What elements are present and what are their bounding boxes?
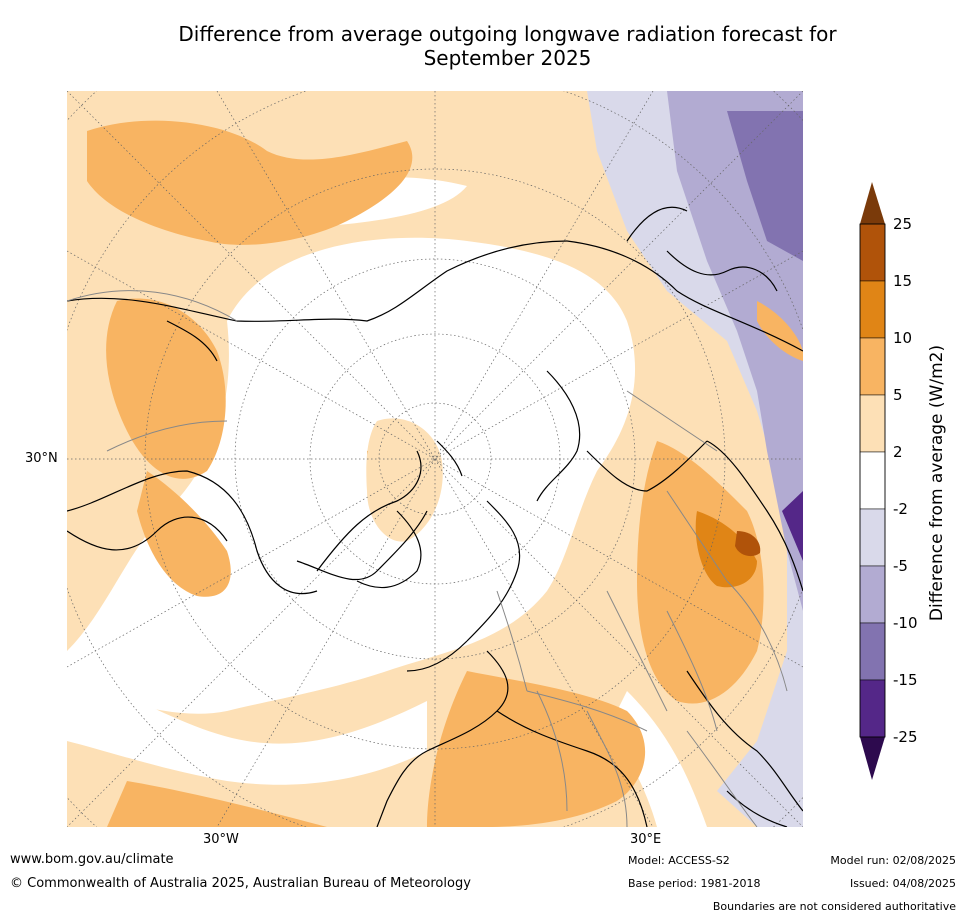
footer-base-period: Base period: 1981-2018 [628,877,761,890]
colorbar-swatch-10-15 [859,280,886,339]
colorbar-swatch-m15-m25 [859,679,886,738]
graticule [67,91,803,827]
colorbar-outline [859,223,886,738]
polar-map [67,91,803,827]
warm-region-atlantic-south [107,781,327,827]
map-canvas [67,91,803,827]
colorbar-tick-5: 5 [893,386,903,404]
lon-label-30w: 30°W [203,832,239,847]
greenland-patch [366,418,443,542]
footer-issued: Issued: 04/08/2025 [849,877,956,890]
colorbar-tick-10: 10 [893,329,913,347]
colorbar-tick-m25: -25 [893,728,918,746]
colorbar [859,182,886,780]
footer-disclaimer: Boundaries are not considered authoritat… [712,900,956,913]
colorbar-arrow-bottom [860,737,885,780]
colorbar-tick-15: 15 [893,272,913,290]
colorbar-tick-25: 25 [893,215,913,233]
colorbar-title: Difference from average (W/m2) [927,344,947,622]
colorbar-tick-m2: -2 [893,500,908,518]
colorbar-tick-m15: -15 [893,671,918,689]
coastlines [67,206,803,827]
lat-label-30n: 30°N [25,451,58,466]
colorbar-swatch-m5-m10 [859,565,886,624]
title-line-1: Difference from average outgoing longwav… [178,22,837,46]
colorbar-swatch-neutral [859,451,886,510]
warm-region-east [757,301,803,361]
footer-copyright: © Commonwealth of Australia 2025, Austra… [10,876,471,891]
warm-region-siberia [637,441,764,704]
footer-model-run: Model run: 02/08/2025 [830,854,956,867]
warm-region-north-america [106,298,226,479]
country-borders [67,290,788,827]
warm-region-pacific-north [87,120,413,245]
hotspot-central-asia [735,531,761,557]
footer-model: Model: ACCESS-S2 [628,854,730,867]
colorbar-swatch-15-25 [859,223,886,282]
lon-label-30e: 30°E [630,832,662,847]
title-line-2: September 2025 [423,46,592,70]
colorbar-swatch-m10-m15 [859,622,886,681]
negative-region-dark [727,111,803,261]
warm-region-hudson [137,471,231,597]
negative-region-darkest [782,491,803,561]
warm-region-europe [427,671,646,827]
colorbar-tick-m10: -10 [893,614,918,632]
colorbar-swatch-2-5 [859,394,886,453]
hot-region-central-asia [695,511,757,588]
footer-website: www.bom.gov.au/climate [10,852,174,867]
colorbar-swatch-m2-m5 [859,508,886,567]
colorbar-swatch-5-10 [859,337,886,396]
neutral-atlantic-band [67,671,427,785]
colorbar-tick-m5: -5 [893,557,908,575]
map-title: Difference from average outgoing longwav… [60,22,955,70]
colorbar-tick-2: 2 [893,443,903,461]
colorbar-arrow-top [860,182,885,224]
